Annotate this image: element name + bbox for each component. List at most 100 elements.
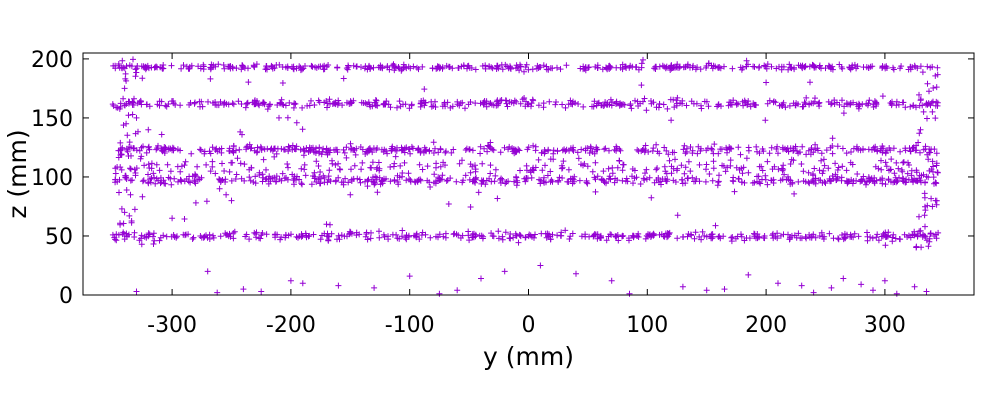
data-point (790, 147, 797, 154)
data-point (810, 149, 817, 156)
data-point (818, 65, 824, 72)
data-point (613, 143, 620, 150)
data-point (116, 189, 122, 196)
data-point (372, 180, 379, 187)
data-point (538, 230, 545, 237)
data-point (113, 231, 120, 238)
data-point (363, 229, 370, 236)
data-point (285, 143, 292, 150)
data-point (730, 174, 737, 181)
data-point (834, 99, 840, 106)
data-point (139, 178, 146, 185)
data-point (900, 159, 907, 165)
data-point (230, 101, 237, 108)
data-point (795, 230, 802, 237)
data-point (146, 146, 153, 153)
data-point (522, 103, 529, 110)
data-point (922, 207, 929, 214)
data-point (449, 103, 456, 110)
data-point (121, 209, 128, 216)
data-point (487, 170, 494, 177)
data-point (535, 102, 542, 109)
data-point (668, 163, 675, 170)
data-point (336, 236, 343, 243)
data-point (246, 236, 253, 243)
data-point (567, 233, 574, 240)
data-point (138, 241, 145, 248)
data-point (776, 102, 783, 109)
data-point (783, 176, 790, 183)
data-point (323, 98, 330, 104)
data-point (567, 145, 574, 152)
data-point (756, 150, 763, 157)
data-point (480, 99, 487, 106)
data-point (667, 67, 674, 73)
data-point (347, 140, 354, 147)
data-point (145, 126, 152, 133)
data-point (853, 177, 860, 184)
data-point (672, 156, 678, 163)
data-point (387, 104, 394, 111)
data-point (216, 185, 223, 192)
data-point (893, 159, 900, 166)
data-point (541, 147, 548, 153)
data-point (133, 147, 140, 154)
data-point (347, 191, 354, 198)
data-point (160, 177, 167, 184)
data-point (343, 154, 350, 161)
data-point (537, 262, 544, 269)
data-point (632, 64, 639, 71)
data-point (689, 174, 696, 181)
data-point (851, 230, 858, 237)
data-point (523, 98, 529, 105)
data-point (379, 178, 386, 184)
data-point (156, 167, 163, 174)
data-point (583, 177, 590, 184)
data-point (522, 64, 529, 70)
data-point (242, 104, 249, 111)
data-point (682, 164, 689, 171)
data-point (254, 144, 261, 151)
data-point (791, 190, 798, 197)
data-point (806, 231, 813, 238)
data-point (181, 216, 188, 222)
data-point (708, 231, 715, 238)
data-point (849, 64, 856, 71)
data-point (699, 228, 706, 235)
data-point (338, 232, 345, 239)
data-point (517, 100, 524, 107)
data-point (317, 169, 324, 175)
data-point (454, 98, 461, 105)
data-point (326, 233, 332, 240)
data-point (524, 175, 531, 182)
data-point (371, 284, 378, 291)
data-point (497, 149, 504, 156)
data-point (933, 201, 940, 208)
data-point (540, 100, 547, 107)
data-point (606, 173, 613, 180)
data-point (747, 103, 754, 110)
data-point (326, 167, 333, 174)
data-point (122, 70, 129, 77)
data-point (640, 56, 646, 63)
data-point (556, 174, 563, 181)
data-point (126, 62, 133, 69)
data-point (419, 166, 426, 173)
data-point (708, 145, 715, 152)
data-point (634, 146, 641, 153)
data-point (665, 233, 672, 240)
data-point (245, 65, 251, 72)
data-point (323, 221, 330, 228)
data-point (226, 63, 233, 70)
data-point (858, 281, 865, 288)
data-point (907, 148, 914, 155)
data-point (517, 61, 523, 68)
data-point (933, 98, 940, 105)
data-point (917, 63, 924, 70)
data-point (560, 158, 567, 165)
data-point (725, 102, 732, 109)
data-point (156, 237, 163, 244)
data-point (606, 147, 612, 154)
data-point (888, 100, 895, 107)
data-point (190, 234, 197, 241)
